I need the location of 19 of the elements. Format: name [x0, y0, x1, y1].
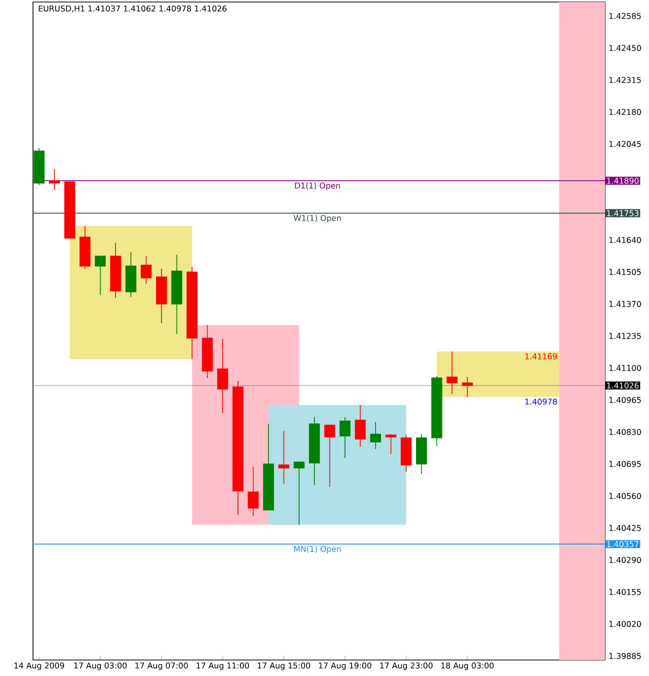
- candlestick: [34, 148, 45, 186]
- candlestick: [156, 268, 167, 324]
- candlestick: [80, 226, 90, 270]
- candlestick: [416, 434, 427, 474]
- candlestick: [232, 380, 244, 516]
- candlestick: [48, 168, 60, 190]
- candlestick: [171, 254, 182, 334]
- candlestick: [217, 338, 228, 414]
- candlestick: [202, 324, 213, 378]
- candlestick: [125, 252, 136, 298]
- candlestick: [278, 430, 290, 484]
- candlestick: [110, 242, 122, 298]
- candlestick: [308, 416, 320, 486]
- candlestick: [385, 434, 396, 454]
- candlestick: [370, 422, 382, 450]
- candlestick: [186, 266, 198, 360]
- candlestick: [340, 416, 350, 458]
- candlestick: [446, 351, 458, 394]
- candlestick: [462, 376, 473, 398]
